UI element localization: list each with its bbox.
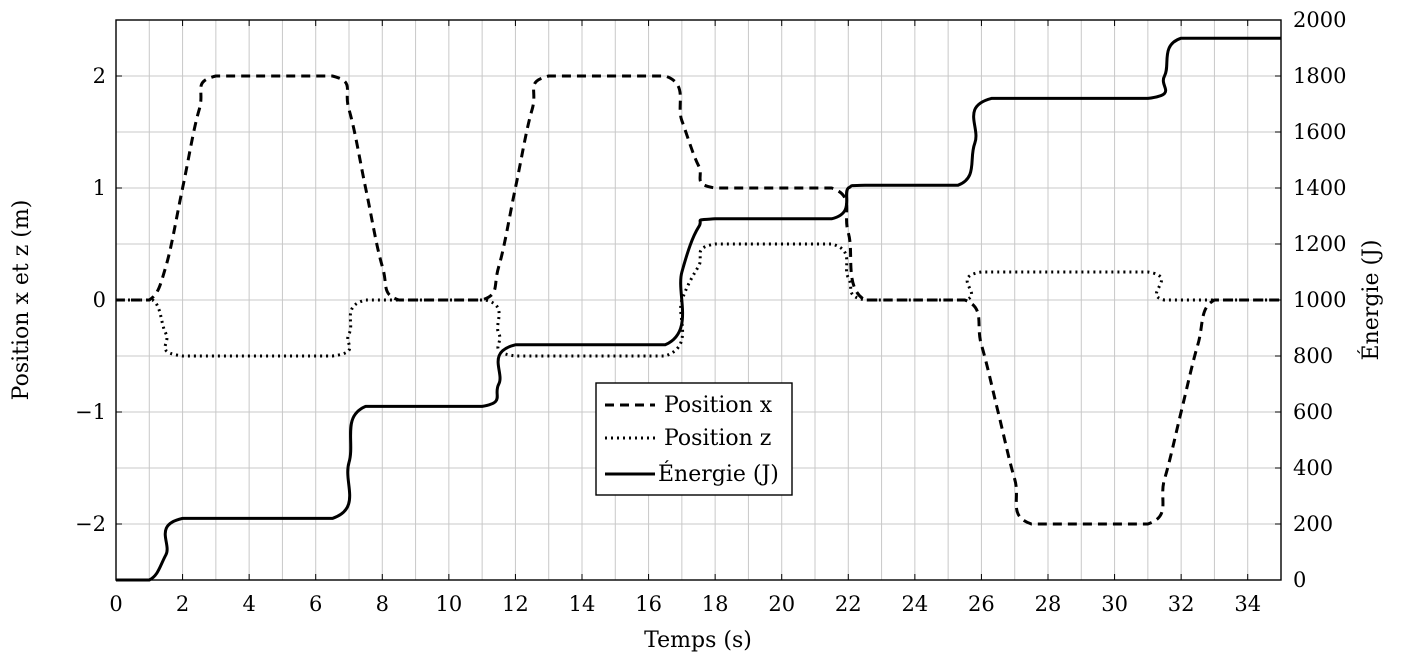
y-right-tick-label: 1000 (1293, 288, 1346, 312)
x-tick-label: 8 (376, 592, 389, 616)
x-tick-label: 6 (309, 592, 322, 616)
y-right-tick-label: 200 (1293, 512, 1333, 536)
y-left-tick-label: 0 (93, 288, 106, 312)
y-left-tick-label: −2 (75, 512, 106, 536)
legend-label-position-x: Position x (664, 393, 773, 418)
y-axis-right-label: Énergie (J) (1357, 240, 1384, 361)
y-right-tick-label: 1800 (1293, 64, 1346, 88)
x-tick-label: 34 (1234, 592, 1261, 616)
x-tick-label: 10 (435, 592, 462, 616)
x-tick-label: 26 (968, 592, 995, 616)
x-tick-label: 16 (635, 592, 662, 616)
x-tick-label: 4 (242, 592, 255, 616)
y-left-tick-label: 1 (93, 176, 106, 200)
y-right-tick-label: 800 (1293, 344, 1333, 368)
y-left-tick-label: 2 (93, 64, 106, 88)
y-right-tick-label: 1400 (1293, 176, 1346, 200)
x-tick-label: 22 (835, 592, 862, 616)
series-layer (115, 36, 1281, 582)
legend-box (595, 382, 793, 496)
y-right-tick-label: 400 (1293, 456, 1333, 480)
y-axis-left-label: Position x et z (m) (9, 200, 34, 401)
series-position-z (115, 242, 1281, 358)
y-right-tick-label: 2000 (1293, 8, 1346, 32)
y-left-tick-label: −1 (75, 400, 106, 424)
grid (115, 19, 1282, 581)
y-right-tick-label: 1600 (1293, 120, 1346, 144)
ticks: 0 2 4 6 8 10 12 14 16 18 20 22 24 26 28 30 32 34−2−101202… (75, 8, 1346, 616)
x-tick-label: 28 (1035, 592, 1062, 616)
legend-label-position-z: Position z (664, 426, 771, 451)
x-tick-label: 32 (1168, 592, 1195, 616)
x-tick-label: 14 (569, 592, 596, 616)
x-tick-label: 0 (109, 592, 122, 616)
legend-label-energy: Énergie (J) (658, 460, 779, 487)
x-tick-label: 24 (901, 592, 928, 616)
x-tick-label: 30 (1101, 592, 1128, 616)
x-tick-label: 18 (702, 592, 729, 616)
y-right-tick-label: 600 (1293, 400, 1333, 424)
x-tick-label: 12 (502, 592, 529, 616)
x-tick-label: 2 (176, 592, 189, 616)
y-right-tick-label: 0 (1293, 568, 1306, 592)
x-axis-label: Temps (s) (644, 628, 752, 653)
x-tick-label: 20 (768, 592, 795, 616)
legend: Position x Position z Énergie (J) (595, 382, 793, 496)
series-position-x (115, 74, 1281, 526)
y-right-tick-label: 1200 (1293, 232, 1346, 256)
series-energy (116, 36, 1281, 582)
